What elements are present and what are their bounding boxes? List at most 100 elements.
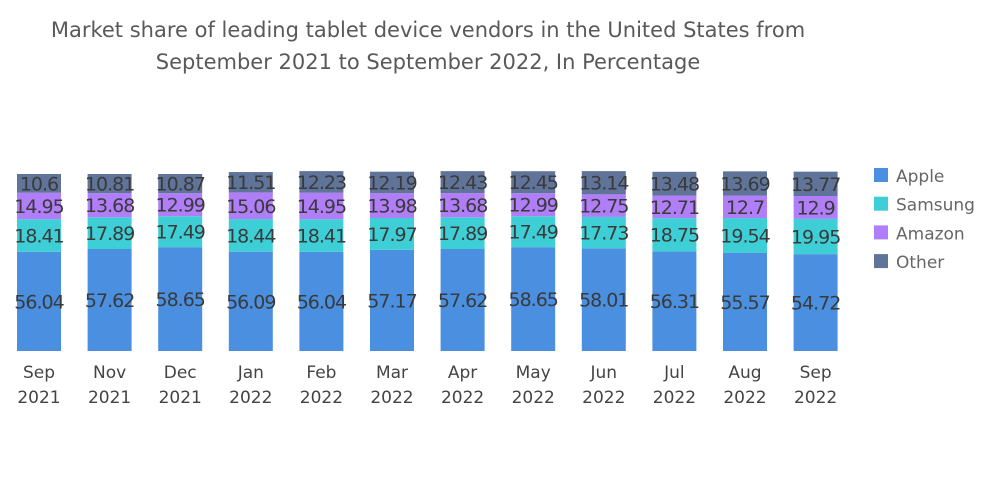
data-label: 13.77 bbox=[791, 174, 840, 196]
data-label: 12.9 bbox=[796, 197, 834, 219]
data-label: 13.14 bbox=[579, 173, 629, 195]
data-label: 12.99 bbox=[155, 195, 204, 217]
data-label: 18.75 bbox=[650, 225, 699, 247]
bar-segment-other bbox=[440, 171, 485, 194]
x-tick-label: 2021 bbox=[88, 388, 131, 408]
bar-segment-samsung bbox=[723, 218, 767, 253]
data-label: 14.95 bbox=[14, 196, 63, 218]
bar-segment-amazon bbox=[370, 193, 414, 219]
data-label: 19.54 bbox=[720, 225, 770, 247]
x-tick-label: Jan bbox=[237, 363, 264, 383]
data-label: 17.73 bbox=[579, 223, 628, 245]
data-label: 56.04 bbox=[297, 291, 347, 313]
bar-segment-apple bbox=[299, 251, 344, 351]
data-label: 10.6 bbox=[20, 173, 58, 195]
x-tick-label: Sep bbox=[23, 363, 55, 383]
data-label: 13.98 bbox=[367, 196, 416, 218]
x-tick-label: 2022 bbox=[794, 388, 837, 408]
data-label: 17.49 bbox=[155, 222, 204, 244]
data-label: 57.62 bbox=[85, 290, 134, 312]
bar-segment-amazon bbox=[511, 193, 556, 217]
x-tick-label: Nov bbox=[93, 363, 126, 383]
bar-segment-amazon bbox=[299, 192, 344, 220]
bar-segment-amazon bbox=[158, 193, 203, 217]
x-tick-label: 2022 bbox=[370, 388, 413, 408]
x-tick-label: 2022 bbox=[300, 388, 343, 408]
data-label: 12.75 bbox=[579, 196, 628, 218]
bar-segment-amazon bbox=[87, 193, 132, 218]
chart-title-line-1: Market share of leading tablet device ve… bbox=[50, 18, 806, 42]
bar-segment-apple bbox=[440, 249, 485, 351]
legend-label-amazon: Amazon bbox=[896, 224, 965, 244]
x-tick-label: 2022 bbox=[723, 388, 766, 408]
bar-segment-apple bbox=[723, 252, 767, 351]
legend-swatch-amazon bbox=[874, 225, 888, 240]
legend-label-apple: Apple bbox=[896, 167, 944, 187]
data-label: 14.95 bbox=[297, 196, 346, 218]
data-label: 17.89 bbox=[438, 223, 487, 245]
x-tick-label: Sep bbox=[800, 363, 832, 383]
x-tick-label: 2021 bbox=[17, 388, 60, 408]
data-label: 58.65 bbox=[508, 289, 557, 311]
x-tick-label: Dec bbox=[164, 363, 197, 383]
legend-label-other: Other bbox=[896, 253, 944, 273]
x-tick-label: 2022 bbox=[582, 388, 625, 408]
bar-segment-other bbox=[87, 174, 132, 194]
data-label: 13.69 bbox=[720, 173, 769, 195]
x-tick-label: Mar bbox=[376, 363, 408, 383]
data-label: 12.45 bbox=[508, 172, 557, 194]
data-label: 18.41 bbox=[14, 226, 63, 248]
bar-segment-other bbox=[370, 171, 414, 194]
data-label: 12.19 bbox=[367, 172, 416, 194]
bar-segment-amazon bbox=[17, 192, 61, 220]
data-label: 57.17 bbox=[367, 290, 416, 312]
data-label: 17.89 bbox=[85, 223, 134, 245]
data-label: 10.87 bbox=[155, 174, 204, 196]
data-label: 54.72 bbox=[791, 293, 840, 315]
data-label: 56.31 bbox=[650, 291, 699, 313]
x-tick-label: 2022 bbox=[653, 388, 696, 408]
x-tick-label: 2021 bbox=[159, 388, 202, 408]
bar-segment-other bbox=[158, 174, 203, 194]
bar-segment-other bbox=[793, 171, 838, 197]
bar-segment-samsung bbox=[228, 219, 273, 252]
chart-title-line-2: September 2021 to September 2022, In Per… bbox=[155, 50, 701, 74]
x-tick-label: Jun bbox=[590, 363, 618, 383]
bar-segment-apple bbox=[17, 251, 61, 351]
legend-swatch-apple bbox=[874, 168, 888, 182]
data-label: 18.44 bbox=[226, 225, 276, 247]
x-tick-label: Apr bbox=[448, 363, 477, 383]
x-tick-label: 2022 bbox=[229, 388, 272, 408]
data-label: 15.06 bbox=[226, 196, 275, 218]
bar-segment-samsung bbox=[581, 216, 626, 249]
bar-segment-apple bbox=[793, 254, 838, 351]
x-tick-label: Aug bbox=[728, 363, 761, 383]
legend-swatch-other bbox=[874, 254, 888, 269]
data-label: 12.99 bbox=[508, 195, 557, 217]
bar-segment-other bbox=[723, 171, 767, 196]
data-label: 11.51 bbox=[226, 172, 275, 194]
bar-segment-apple bbox=[228, 251, 273, 351]
data-label: 12.71 bbox=[650, 197, 699, 219]
bar-segment-samsung bbox=[17, 219, 61, 252]
bar-segment-other bbox=[299, 171, 344, 193]
data-label: 58.01 bbox=[579, 290, 628, 312]
bar-segment-samsung bbox=[440, 217, 485, 250]
chart-title: Market share of leading tablet device ve… bbox=[20, 14, 836, 78]
bar-segment-amazon bbox=[581, 194, 626, 217]
bar-segment-other bbox=[652, 171, 697, 196]
bar-segment-samsung bbox=[793, 218, 838, 255]
bar-segment-apple bbox=[370, 249, 414, 351]
data-label: 17.97 bbox=[367, 224, 416, 246]
data-label: 10.81 bbox=[85, 174, 134, 196]
legend-swatch-samsung bbox=[874, 196, 888, 211]
data-label: 13.68 bbox=[438, 195, 487, 217]
x-tick-label: 2022 bbox=[441, 388, 484, 408]
bar-segment-other bbox=[581, 171, 626, 195]
bar-segment-apple bbox=[652, 251, 697, 351]
data-label: 12.7 bbox=[726, 197, 764, 219]
data-label: 12.43 bbox=[438, 172, 487, 194]
data-label: 56.04 bbox=[14, 291, 64, 313]
bar-segment-other bbox=[17, 174, 61, 193]
bar-segment-amazon bbox=[652, 195, 697, 219]
